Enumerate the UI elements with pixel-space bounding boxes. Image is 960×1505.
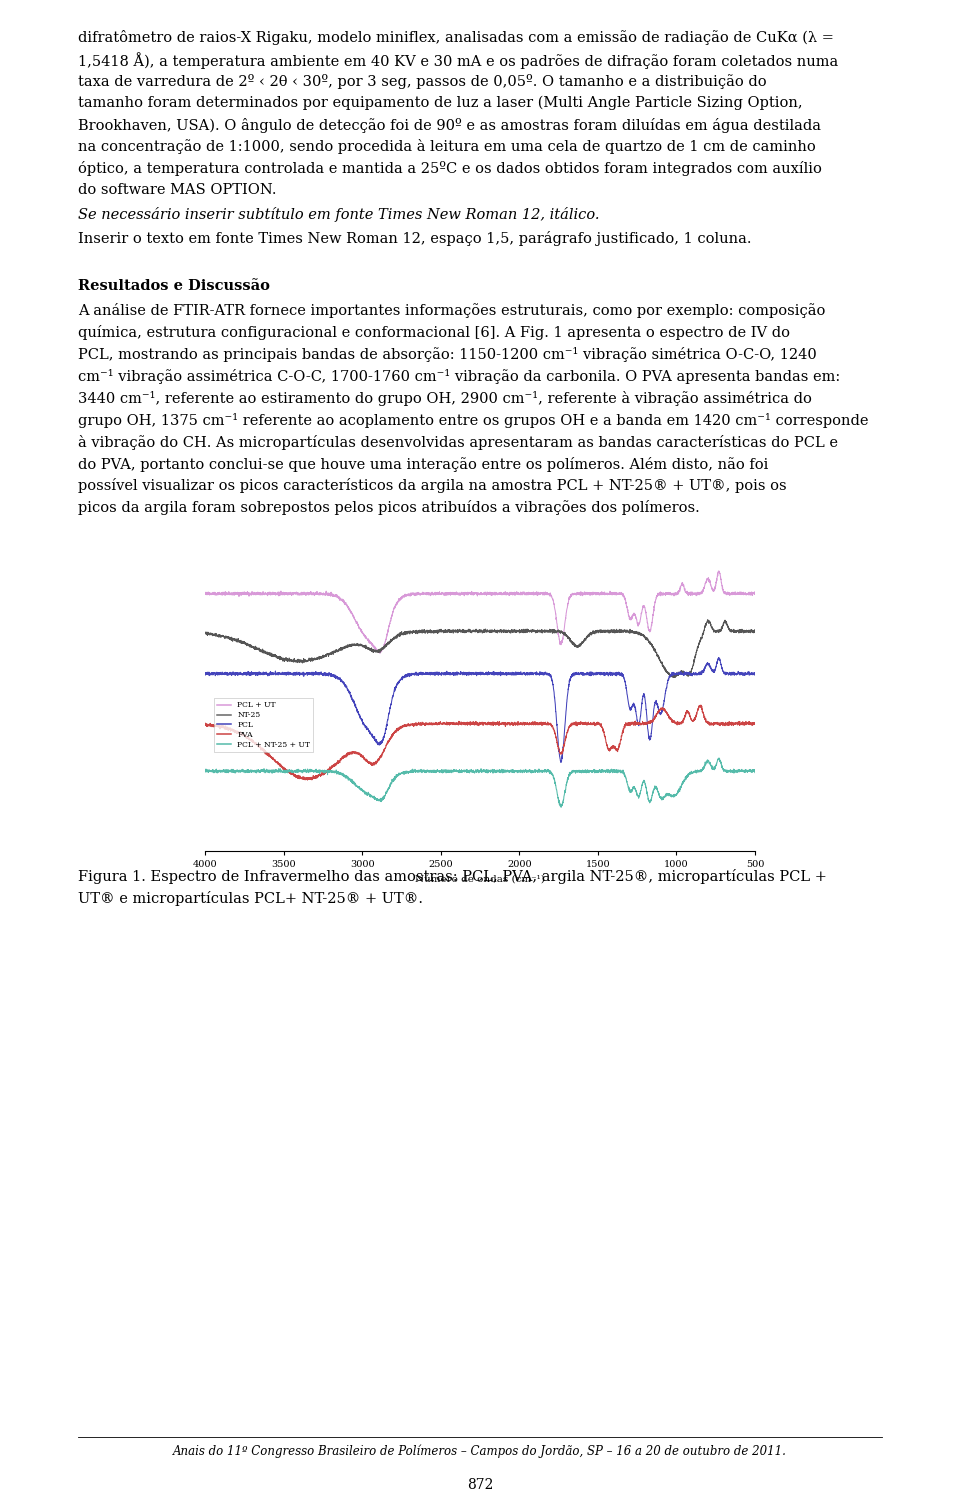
Text: cm⁻¹ vibração assimétrica C-O-C, 1700-1760 cm⁻¹ vibração da carbonila. O PVA apr: cm⁻¹ vibração assimétrica C-O-C, 1700-17… [78,369,840,384]
Text: Inserir o texto em fonte Times New Roman 12, espaço 1,5, parágrafo justificado, : Inserir o texto em fonte Times New Roman… [78,232,752,247]
Text: difratômetro de raios-X Rigaku, modelo miniflex, analisadas com a emissão de rad: difratômetro de raios-X Rigaku, modelo m… [78,30,834,45]
Text: Se necessário inserir subtítulo em fonte Times New Roman 12, itálico.: Se necessário inserir subtítulo em fonte… [78,208,599,223]
Text: taxa de varredura de 2º ‹ 2θ ‹ 30º, por 3 seg, passos de 0,05º. O tamanho e a di: taxa de varredura de 2º ‹ 2θ ‹ 30º, por … [78,74,767,89]
X-axis label: Número de ondas (cm⁻¹): Número de ondas (cm⁻¹) [415,874,545,883]
Text: na concentração de 1:1000, sendo procedida à leitura em uma cela de quartzo de 1: na concentração de 1:1000, sendo procedi… [78,140,816,155]
Text: tamanho foram determinados por equipamento de luz a laser (Multi Angle Particle : tamanho foram determinados por equipamen… [78,96,803,110]
Text: 872: 872 [467,1478,493,1491]
Text: Anais do 11º Congresso Brasileiro de Polímeros – Campos do Jordão, SP – 16 a 20 : Anais do 11º Congresso Brasileiro de Pol… [173,1445,787,1458]
Text: UT® e micropartículas PCL+ NT-25® + UT®.: UT® e micropartículas PCL+ NT-25® + UT®. [78,891,423,906]
Text: à vibração do CH. As micropartículas desenvolvidas apresentaram as bandas caract: à vibração do CH. As micropartículas des… [78,435,838,450]
Text: do software MAS OPTION.: do software MAS OPTION. [78,184,276,197]
Legend: PCL + UT, NT-25, PCL, PVA, PCL + NT-25 + UT: PCL + UT, NT-25, PCL, PVA, PCL + NT-25 +… [214,698,313,752]
Text: do PVA, portanto conclui-se que houve uma interação entre os polímeros. Além dis: do PVA, portanto conclui-se que houve um… [78,456,768,471]
Text: Resultados e Discussão: Resultados e Discussão [78,280,270,293]
Text: Figura 1. Espectro de Infravermelho das amostras: PCL, PVA, argila NT-25®, micro: Figura 1. Espectro de Infravermelho das … [78,870,827,883]
Text: química, estrutura configuracional e conformacional [6]. A Fig. 1 apresenta o es: química, estrutura configuracional e con… [78,325,790,340]
Text: possível visualizar os picos característicos da argila na amostra PCL + NT-25® +: possível visualizar os picos característ… [78,479,786,494]
Text: Brookhaven, USA). O ângulo de detecção foi de 90º e as amostras foram diluídas e: Brookhaven, USA). O ângulo de detecção f… [78,117,821,132]
Text: 1,5418 Å), a temperatura ambiente em 40 KV e 30 mA e os padrões de difração fora: 1,5418 Å), a temperatura ambiente em 40 … [78,51,838,69]
Text: óptico, a temperatura controlada e mantida a 25ºC e os dados obtidos foram integ: óptico, a temperatura controlada e manti… [78,161,822,176]
Text: grupo OH, 1375 cm⁻¹ referente ao acoplamento entre os grupos OH e a banda em 142: grupo OH, 1375 cm⁻¹ referente ao acoplam… [78,412,869,427]
Text: PCL, mostrando as principais bandas de absorção: 1150-1200 cm⁻¹ vibração simétri: PCL, mostrando as principais bandas de a… [78,348,817,363]
Text: picos da argila foram sobrepostos pelos picos atribuídos a vibrações dos polímer: picos da argila foram sobrepostos pelos … [78,500,700,515]
Text: 3440 cm⁻¹, referente ao estiramento do grupo OH, 2900 cm⁻¹, referente à vibração: 3440 cm⁻¹, referente ao estiramento do g… [78,391,812,406]
Text: A análise de FTIR-ATR fornece importantes informações estruturais, como por exem: A análise de FTIR-ATR fornece importante… [78,304,826,319]
